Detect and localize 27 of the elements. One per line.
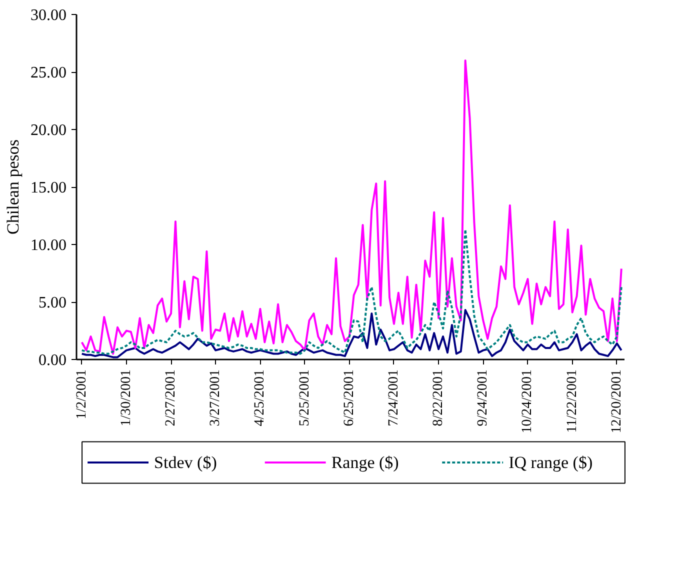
x-tick-label: 1/2/2001 — [74, 370, 90, 420]
y-axis-title: Chilean pesos — [4, 140, 22, 234]
y-tick-label: 25.00 — [30, 64, 66, 82]
y-tick-label: 30.00 — [30, 7, 66, 24]
line-series — [80, 309, 622, 358]
x-tick-label: 9/24/2001 — [476, 370, 491, 426]
x-tick-label: 1/30/2001 — [118, 370, 134, 426]
x-tick-label: 11/22/2001 — [564, 369, 580, 433]
y-tick-label: 15.00 — [30, 180, 66, 196]
legend-label: Range ($) — [331, 453, 399, 472]
x-tick-label: 12/20/2001 — [609, 370, 624, 434]
legend-label: IQ range ($) — [508, 453, 593, 472]
x-tick-label: 2/27/2001 — [164, 370, 179, 426]
x-tick-label: 6/25/2001 — [342, 370, 357, 426]
legend-label: Stdev ($) — [154, 453, 217, 472]
x-tick-label: 5/25/2001 — [297, 370, 312, 426]
line-series — [80, 228, 622, 355]
y-tick-label: 20.00 — [30, 122, 66, 139]
y-tick-label: 0.00 — [38, 352, 66, 369]
x-tick-label: 4/25/2001 — [252, 370, 268, 426]
y-tick-label: 10.00 — [30, 237, 66, 254]
x-tick-label: 3/27/2001 — [208, 370, 224, 426]
x-tick-label: 8/22/2001 — [431, 370, 446, 426]
line-series — [80, 60, 622, 355]
y-tick-label: 5.00 — [38, 294, 66, 312]
x-tick-label: 10/24/2001 — [520, 370, 536, 434]
x-tick-label: 7/24/2001 — [386, 370, 402, 426]
